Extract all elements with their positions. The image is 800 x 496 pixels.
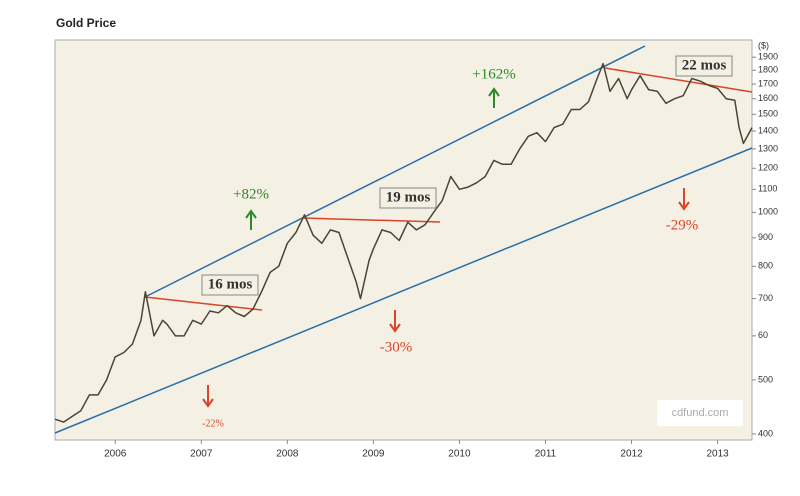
channel xyxy=(54,45,753,434)
y-tick-label: 1900 xyxy=(758,52,778,62)
annotation: -22% xyxy=(202,418,224,429)
arrow-down xyxy=(202,385,214,408)
y-tick-label: 1500 xyxy=(758,109,778,119)
channel-upper xyxy=(144,45,646,298)
channel-lower xyxy=(54,147,753,434)
x-tick-label: 2013 xyxy=(706,449,729,460)
y-tick-label: 700 xyxy=(758,293,773,303)
y-tick-label: 400 xyxy=(758,428,773,438)
resistance-line xyxy=(301,217,441,223)
annotation: 16 mos xyxy=(208,276,253,292)
source-box xyxy=(657,400,743,426)
annotation: +162% xyxy=(472,66,515,82)
x-tick-label: 2012 xyxy=(620,449,643,460)
price-line xyxy=(54,62,753,423)
arrow-up xyxy=(488,87,500,108)
annotation: 22 mos xyxy=(682,57,727,73)
x-tick-label: 2007 xyxy=(190,449,213,460)
y-tick-label: 1100 xyxy=(758,184,777,194)
resistance-line xyxy=(144,296,263,311)
resistance-line xyxy=(604,67,753,93)
arrow-down xyxy=(678,188,690,211)
annotation-box xyxy=(201,274,259,296)
y-tick-label: 1600 xyxy=(758,93,778,103)
y-tick-label: 1800 xyxy=(758,65,778,75)
annotation-box xyxy=(675,55,733,77)
chart-title: Gold Price xyxy=(56,16,116,30)
y-tick-label: 900 xyxy=(758,232,773,242)
annotation: +82% xyxy=(233,186,269,202)
arrow-down xyxy=(389,310,401,333)
y-tick-label: 500 xyxy=(758,374,773,384)
arrow-up xyxy=(245,209,257,230)
y-tick-label: 1300 xyxy=(758,143,778,153)
y-tick-label: 60 xyxy=(758,330,768,340)
annotation: -29% xyxy=(666,217,699,233)
x-tick-label: 2009 xyxy=(362,449,385,460)
y-unit: ($) xyxy=(758,40,769,50)
annotation: -30% xyxy=(380,339,413,355)
source: cdfund.com xyxy=(672,407,729,419)
x-tick-label: 2008 xyxy=(276,449,299,460)
y-tick-label: 1700 xyxy=(758,78,778,88)
resistance xyxy=(144,67,753,311)
y-tick-label: 1000 xyxy=(758,207,778,217)
x-tick-label: 2011 xyxy=(535,449,557,460)
annotation: 19 mos xyxy=(386,189,431,205)
x-tick-label: 2010 xyxy=(448,449,471,460)
annotation-box xyxy=(379,187,437,209)
plot-area xyxy=(54,39,753,441)
y-tick-label: 1200 xyxy=(758,163,778,173)
x-tick-label: 2006 xyxy=(104,449,127,460)
arrows xyxy=(202,87,690,408)
y-tick-label: 1400 xyxy=(758,125,778,135)
y-tick-label: 800 xyxy=(758,261,773,271)
